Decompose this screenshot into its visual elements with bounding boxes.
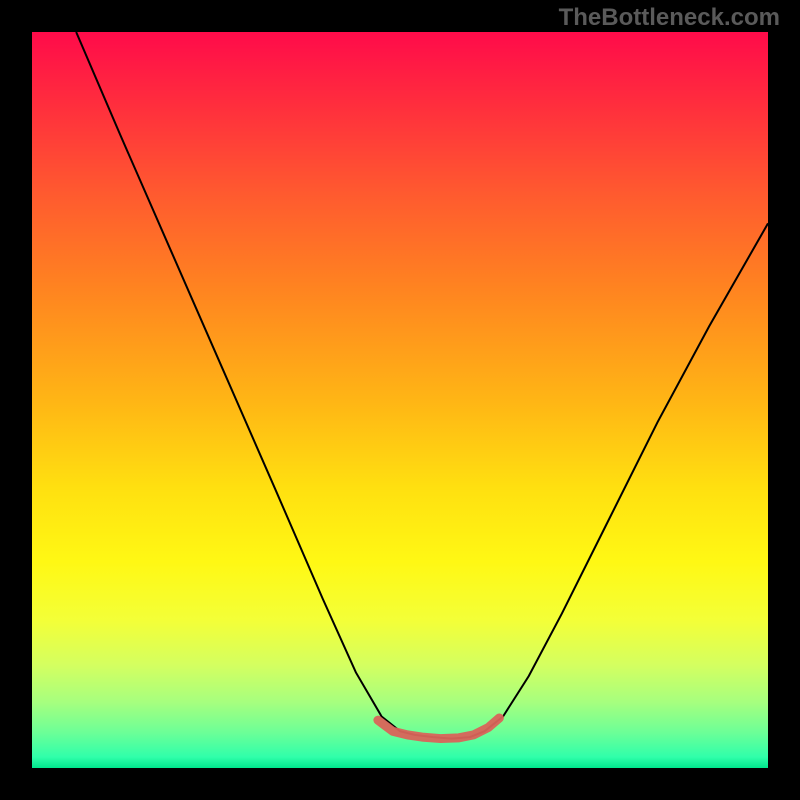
bottleneck-curve (76, 32, 768, 739)
watermark-text: TheBottleneck.com (559, 4, 780, 32)
chart-container: TheBottleneck.com (0, 0, 800, 800)
curve-overlay (32, 32, 768, 768)
plot-area (32, 32, 768, 768)
optimal-zone-highlight (378, 718, 499, 739)
